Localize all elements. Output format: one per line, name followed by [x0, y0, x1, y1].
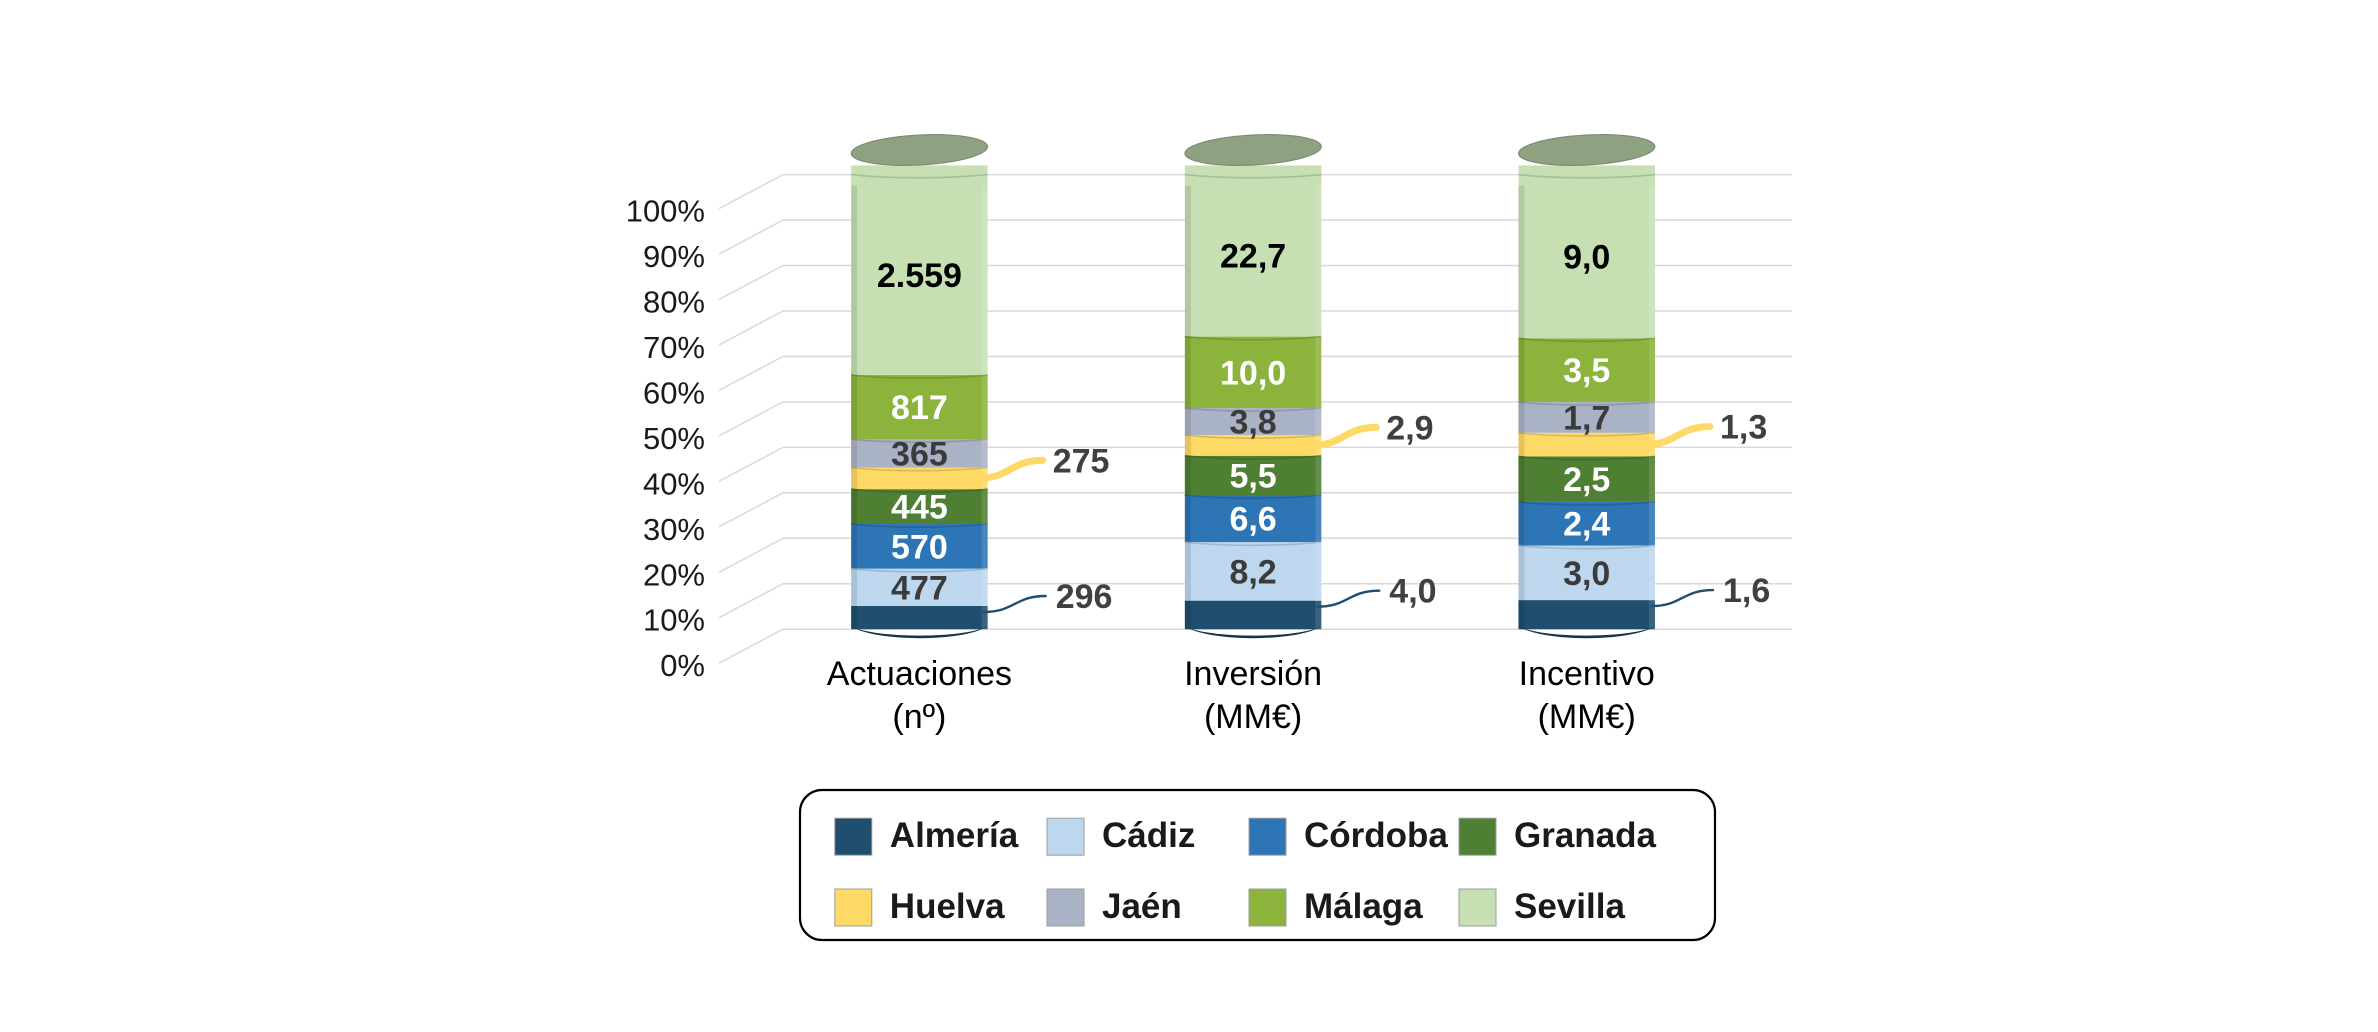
svg-text:2,5: 2,5 — [1563, 461, 1610, 499]
svg-text:296: 296 — [1056, 578, 1113, 616]
svg-text:Incentivo: Incentivo — [1519, 655, 1655, 693]
svg-text:365: 365 — [891, 435, 948, 473]
svg-text:0%: 0% — [660, 648, 705, 683]
svg-text:Almería: Almería — [890, 816, 1019, 855]
svg-text:40%: 40% — [643, 466, 705, 501]
svg-text:70%: 70% — [643, 330, 705, 365]
svg-text:477: 477 — [891, 569, 948, 607]
svg-text:275: 275 — [1053, 442, 1110, 480]
svg-text:30%: 30% — [643, 512, 705, 547]
svg-text:1,7: 1,7 — [1563, 399, 1610, 437]
svg-text:3,5: 3,5 — [1563, 352, 1610, 390]
svg-text:3,0: 3,0 — [1563, 555, 1610, 593]
svg-text:570: 570 — [891, 528, 948, 566]
svg-text:22,7: 22,7 — [1220, 238, 1286, 276]
svg-text:90%: 90% — [643, 239, 705, 274]
svg-text:Cádiz: Cádiz — [1102, 816, 1195, 855]
svg-text:Sevilla: Sevilla — [1514, 887, 1625, 926]
svg-text:1,6: 1,6 — [1723, 572, 1770, 610]
svg-text:Granada: Granada — [1514, 816, 1657, 855]
svg-text:4,0: 4,0 — [1389, 573, 1436, 611]
svg-text:(nº): (nº) — [892, 698, 946, 736]
svg-text:3,8: 3,8 — [1229, 404, 1276, 442]
svg-text:20%: 20% — [643, 557, 705, 592]
svg-text:Huelva: Huelva — [890, 887, 1005, 926]
svg-text:1,3: 1,3 — [1720, 409, 1767, 447]
svg-text:10,0: 10,0 — [1220, 354, 1286, 392]
svg-text:2,4: 2,4 — [1563, 506, 1610, 544]
svg-text:50%: 50% — [643, 421, 705, 456]
svg-text:Málaga: Málaga — [1304, 887, 1423, 926]
svg-text:100%: 100% — [626, 194, 705, 229]
svg-text:5,5: 5,5 — [1229, 457, 1276, 495]
svg-text:6,6: 6,6 — [1229, 501, 1276, 539]
svg-text:445: 445 — [891, 489, 948, 527]
svg-text:Actuaciones: Actuaciones — [827, 655, 1012, 693]
svg-text:(MM€): (MM€) — [1204, 698, 1302, 736]
svg-text:Inversión: Inversión — [1184, 655, 1322, 693]
svg-text:2,9: 2,9 — [1386, 409, 1433, 447]
svg-text:9,0: 9,0 — [1563, 238, 1610, 276]
svg-text:80%: 80% — [643, 285, 705, 320]
svg-text:817: 817 — [891, 389, 948, 427]
svg-text:10%: 10% — [643, 603, 705, 638]
svg-text:2.559: 2.559 — [877, 257, 962, 295]
svg-text:60%: 60% — [643, 375, 705, 410]
svg-text:Jaén: Jaén — [1102, 887, 1182, 926]
svg-text:8,2: 8,2 — [1229, 553, 1276, 591]
svg-text:(MM€): (MM€) — [1538, 698, 1636, 736]
svg-text:Córdoba: Córdoba — [1304, 816, 1448, 855]
